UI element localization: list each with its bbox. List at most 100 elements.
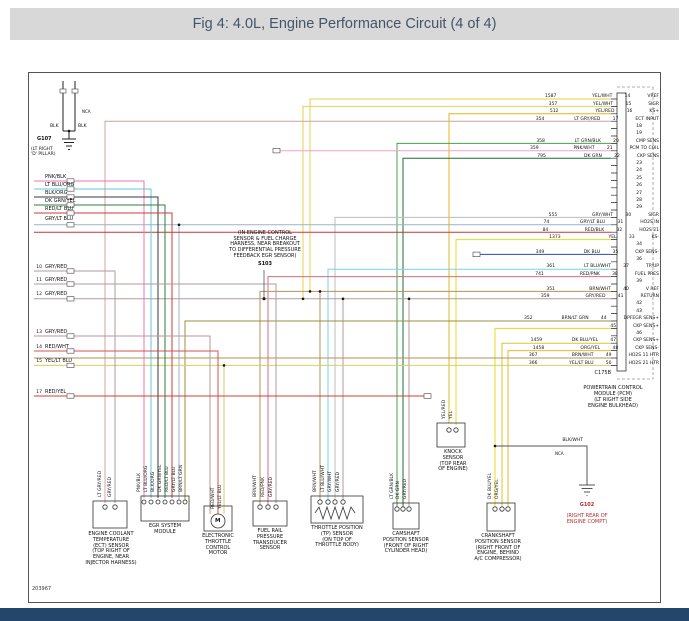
left-wire-pin: 13 xyxy=(36,329,42,335)
pcm-connector-id: C175B xyxy=(594,370,611,376)
connector-stub xyxy=(423,393,432,399)
pcm-signal-name: CKP SENS+ xyxy=(633,338,659,344)
pcm-wire-color: GRY/LT BLU xyxy=(579,220,606,226)
ckp-pin xyxy=(499,506,505,512)
pcm-pin-row: 46 xyxy=(489,329,659,336)
connector-stub xyxy=(66,281,75,287)
rotated-wire-label: GRY/RED xyxy=(108,476,113,497)
pcm-boundary-dashed xyxy=(617,86,654,380)
pcm-pin-number: 23 xyxy=(636,161,642,166)
pcm-pin-row: 29 xyxy=(489,203,659,210)
pcm-pin-number: 28 xyxy=(636,197,642,203)
ect-pin xyxy=(102,504,108,510)
pcm-wire-color: YEL/RED xyxy=(595,109,615,115)
etc-motor-circle xyxy=(210,513,226,529)
pcm-signal-name: V REF xyxy=(645,286,659,292)
wire-dk-grn-ckp xyxy=(402,157,611,507)
pcm-circuit-number: 366 xyxy=(528,360,538,366)
pcm-circuit-number: 358 xyxy=(536,138,545,144)
left-wire-label: 10 GRY/RED xyxy=(35,264,67,270)
pcm-signal-name: HO2S IN xyxy=(640,220,659,226)
pcm-pin-row: 349 DK BLU 35 CKP SENS- xyxy=(489,248,659,255)
component-label-knock-sensor: KNOCK SENSOR (TOP REAR OF ENGINE) xyxy=(438,449,468,473)
g107-location: (LT RIGHT 'D' PILLAR) xyxy=(31,147,56,158)
motor-symbol: M xyxy=(215,517,221,524)
pcm-pin-row: 26 xyxy=(489,181,659,188)
junction-dot xyxy=(177,223,181,227)
pcm-pin-number: 37 xyxy=(623,264,629,270)
wire-dk-blu-yel-ckp xyxy=(501,342,611,507)
rotated-wire-label: YEL xyxy=(449,410,454,419)
left-wire-label: 11 GRY/RED xyxy=(35,277,67,283)
pcm-pin-row: 359 GRY/RED 41 RETURN xyxy=(489,292,659,299)
pcm-signal-name: VREF xyxy=(647,94,659,100)
pcm-connector-body xyxy=(616,92,627,372)
wire-gry-wht-tp xyxy=(334,216,611,500)
pcm-pin-number: 16 xyxy=(626,109,633,115)
wire-org-yel-ckp xyxy=(507,350,611,507)
rotated-wire-label: RED/PNK xyxy=(261,477,266,497)
pcm-pin-row: 23 xyxy=(489,159,659,166)
pcm-pin-number: 24 xyxy=(636,168,642,174)
ckp-sensor-box xyxy=(486,502,516,532)
pcm-pin-number: 50 xyxy=(605,360,612,366)
left-wire-color: GRY/LT BLU xyxy=(45,216,74,222)
pcm-circuit-number: 1587 xyxy=(544,94,557,100)
pcm-pin-number: 26 xyxy=(636,183,642,189)
left-wire-pin xyxy=(35,175,42,180)
pcm-pin-row: 42 xyxy=(489,300,659,307)
knock-sensor-box xyxy=(436,422,466,448)
left-wire-color: LT BLU/ORG xyxy=(45,181,75,188)
pcm-pin-row: 361 LT BLU/WHT 37 TP/UP xyxy=(489,263,659,270)
tp-resistor-zigzag xyxy=(314,505,356,521)
component-label-tp-sensor: THROTTLE POSITION (TP) SENSOR (ON TOP OF… xyxy=(311,525,363,549)
component-label-etc-motor: ELECTRONIC THROTTLE CONTROL MOTOR xyxy=(202,533,234,557)
wire-yel-ks-minus xyxy=(455,239,611,425)
left-wire-label: PNK/BLK xyxy=(35,174,66,180)
bottom-accent-bar xyxy=(0,608,689,621)
pcm-wire-color: GRY/WHT xyxy=(592,212,614,218)
connector-stub xyxy=(66,194,75,200)
knock-pin xyxy=(446,427,452,433)
left-wire-label: GRY/LT BLU xyxy=(35,217,73,222)
pcm-signal-name: KS- xyxy=(651,234,659,240)
wire-blk-org xyxy=(34,196,159,498)
g107-wire-label: BLK xyxy=(50,124,59,129)
pcm-pin-number: 25 xyxy=(636,175,642,181)
pcm-wire-color: YEL xyxy=(608,234,617,240)
pcm-signal-name: HO2S 11 HTR xyxy=(628,353,660,359)
egr-pin xyxy=(182,499,188,505)
pcm-circuit-number: 512 xyxy=(549,109,559,115)
left-wire-label: 15 YEL/LT BLU xyxy=(35,358,72,364)
pcm-pin-row: 19 xyxy=(489,130,659,137)
component-label-egr: EGR SYSTEM MODULE xyxy=(148,523,182,535)
wire-yel-ckp-plus xyxy=(494,327,611,507)
pcm-pin-number: 17 xyxy=(612,116,619,122)
pcm-pin-number: 27 xyxy=(636,190,642,196)
pcm-circuit-number: 349 xyxy=(535,249,545,255)
pcm-circuit-number: 361 xyxy=(546,264,555,270)
left-wire-pin xyxy=(35,183,42,188)
pcm-wire-color: YEL/LT BLU xyxy=(569,360,594,366)
left-wire-pin xyxy=(35,217,42,222)
pcm-wire-color: PNK/WHT xyxy=(573,146,595,152)
wire-gry-red-ect-return xyxy=(34,270,116,503)
pcm-wire-color: BRN/LT GRN xyxy=(561,316,589,322)
wire-yel-wht-vref xyxy=(309,98,611,292)
pcm-pin-number: 39 xyxy=(636,279,642,285)
component-label-ckp-sensor: CRANKSHAFT POSITION SENSOR (RIGHT FRONT … xyxy=(474,533,522,562)
pcm-circuit-number: 1458 xyxy=(532,345,545,351)
pcm-pin-ticks xyxy=(611,98,617,366)
rotated-wire-label: RED/WHT xyxy=(211,487,216,509)
ckp-pin xyxy=(492,506,498,512)
g107-name: G107 xyxy=(37,136,52,142)
component-symbols xyxy=(92,422,516,532)
egr-pin xyxy=(141,499,147,505)
rotated-wire-label: DK GRN xyxy=(396,481,401,499)
pcm-pin-number: 46 xyxy=(636,330,642,336)
left-wire-label: RED/LT BLU xyxy=(35,206,74,212)
pcm-connector-graphics xyxy=(611,86,654,380)
wire-brn-lt-grn-dpfe xyxy=(184,320,611,500)
pcm-wire-color: DK BLU/YEL xyxy=(571,338,599,344)
pcm-pin-number: 49 xyxy=(605,353,612,359)
